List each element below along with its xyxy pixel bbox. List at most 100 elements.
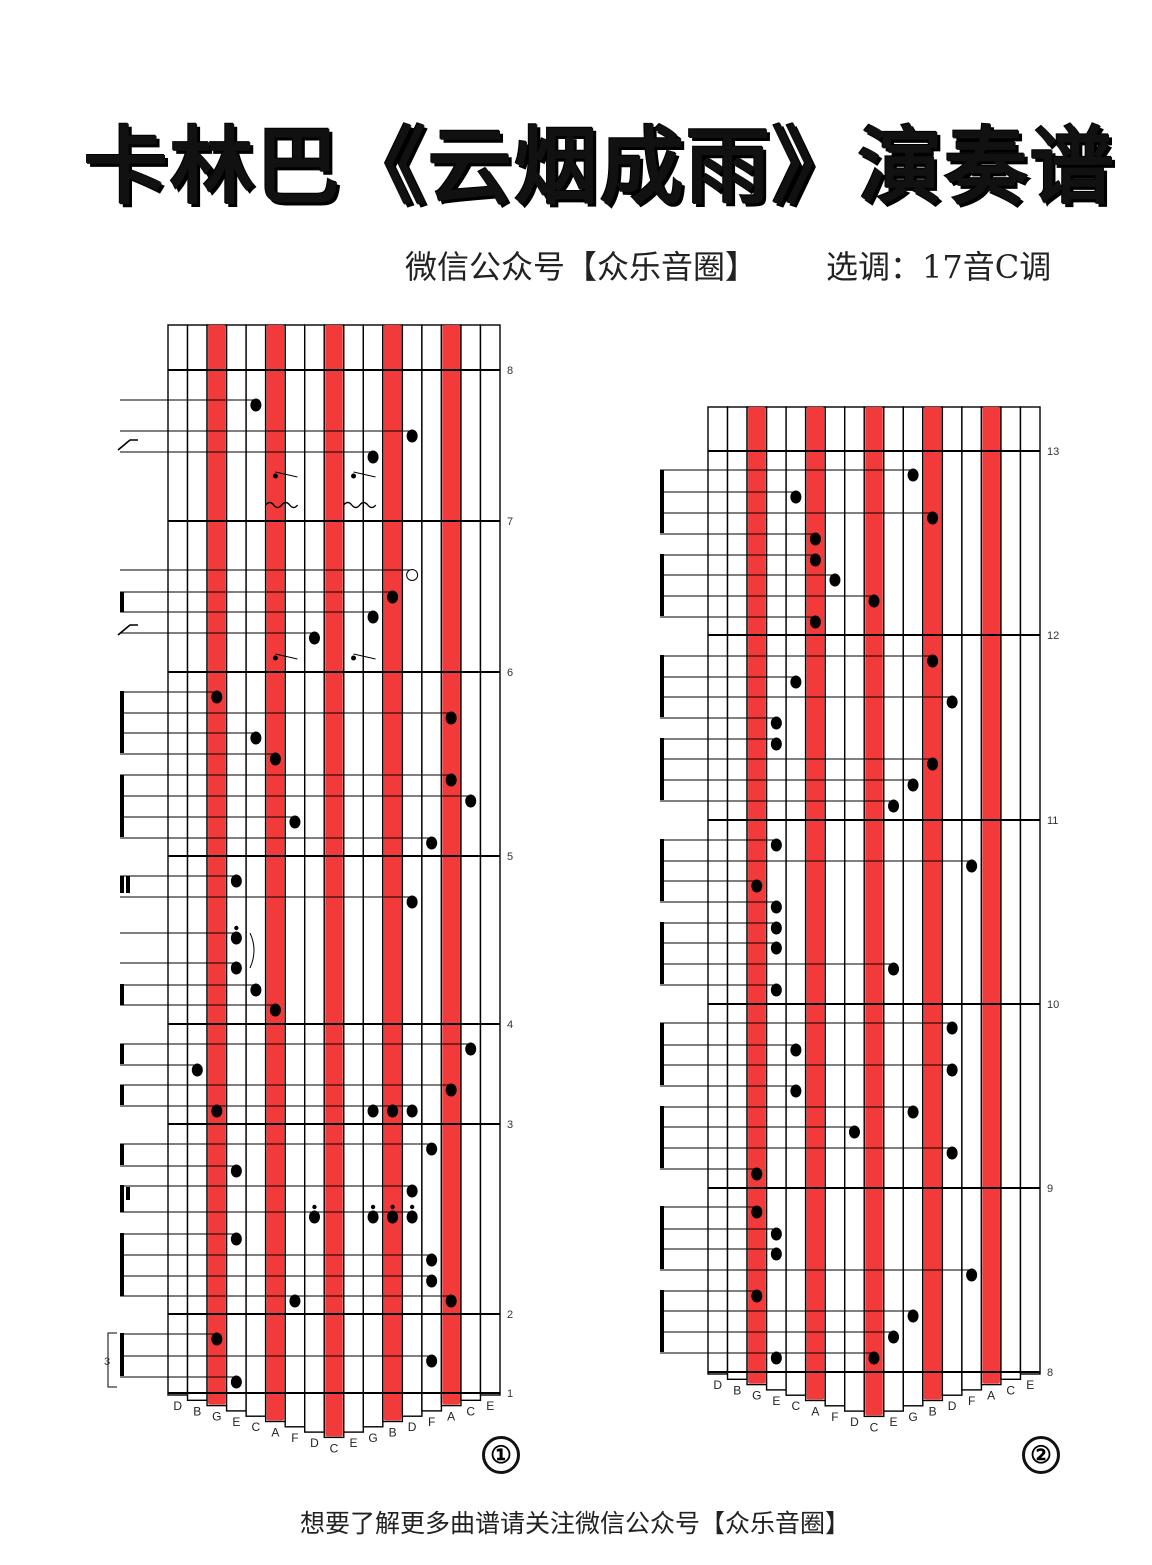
- tine-label: G: [752, 1389, 761, 1403]
- note: [907, 1309, 919, 1323]
- measure-number: 1: [507, 1388, 513, 1400]
- grace-note: [272, 473, 278, 479]
- note: [946, 1021, 958, 1035]
- tine-label: C: [792, 1399, 801, 1413]
- open-note: [406, 569, 419, 581]
- measure-number: 2: [507, 1309, 513, 1321]
- note: [946, 1146, 958, 1160]
- note: [367, 610, 379, 624]
- note: [966, 859, 978, 873]
- note: [946, 1063, 958, 1077]
- tine-label: E: [486, 1399, 494, 1413]
- note: [191, 1063, 203, 1077]
- note: [406, 429, 418, 443]
- tine-label: F: [428, 1415, 435, 1429]
- tine-label: E: [1026, 1378, 1034, 1392]
- note: [809, 532, 821, 546]
- measure-number: 12: [1047, 630, 1059, 642]
- note: [966, 1268, 978, 1282]
- note: [946, 695, 958, 709]
- note: [868, 1351, 880, 1365]
- measure-number: 4: [507, 1019, 513, 1031]
- note: [445, 711, 457, 725]
- tine-label: B: [929, 1405, 937, 1419]
- note: [445, 773, 457, 787]
- tine-label: A: [987, 1389, 995, 1403]
- grace-note: [351, 655, 357, 661]
- note: [426, 1253, 438, 1267]
- vibrato-mark: [343, 501, 377, 509]
- note: [211, 690, 223, 704]
- tine-F: [284, 324, 306, 1428]
- red-tine-B: [383, 325, 402, 1421]
- note: [790, 1043, 802, 1057]
- note: [367, 450, 379, 464]
- tine-label: A: [271, 1426, 279, 1440]
- note: [269, 1003, 281, 1017]
- tine-D: [844, 406, 865, 1412]
- grace-stem: [353, 653, 376, 660]
- tine-E: [1019, 406, 1041, 1375]
- measure-number: 8: [1047, 1367, 1053, 1379]
- note: [790, 490, 802, 504]
- grace-stem: [275, 471, 298, 478]
- note: [907, 468, 919, 482]
- note: [230, 874, 242, 888]
- tine-C: [460, 324, 482, 1402]
- tine-label: E: [772, 1394, 780, 1408]
- note: [751, 1205, 763, 1219]
- note: [230, 961, 242, 975]
- triplet-bracket: [107, 1332, 117, 1388]
- note: [790, 675, 802, 689]
- tine-label: D: [850, 1415, 859, 1429]
- note: [406, 1104, 418, 1118]
- note: [308, 1210, 320, 1224]
- tine-F: [824, 406, 846, 1407]
- tine-label: A: [447, 1410, 455, 1424]
- red-tine-C: [325, 325, 343, 1437]
- note: [465, 794, 477, 808]
- measure-number: 13: [1047, 446, 1059, 458]
- octave-dot: [312, 1204, 317, 1210]
- tine-E: [765, 406, 787, 1391]
- tine-label: C: [252, 1420, 261, 1434]
- note: [406, 895, 418, 909]
- tine-label: D: [408, 1420, 417, 1434]
- tine-label: C: [870, 1420, 879, 1434]
- note: [211, 1104, 223, 1118]
- note: [230, 1232, 242, 1246]
- note: [751, 1289, 763, 1303]
- page-title: 卡林巴《云烟成雨》演奏谱: [83, 118, 1116, 216]
- note: [770, 1227, 782, 1241]
- tine-label: D: [173, 1399, 182, 1413]
- note: [426, 836, 438, 850]
- note: [445, 1083, 457, 1097]
- tine-label: F: [291, 1431, 298, 1445]
- grace-note: [351, 473, 357, 479]
- note: [770, 1247, 782, 1261]
- note: [387, 590, 399, 604]
- red-tine-B: [923, 407, 942, 1400]
- tine-D: [941, 406, 963, 1396]
- note: [426, 1354, 438, 1368]
- grace-stem: [275, 653, 298, 660]
- measure-number: 10: [1047, 999, 1059, 1011]
- red-tine-G: [748, 407, 766, 1384]
- note: [927, 757, 939, 771]
- measure-number: 9: [1047, 1183, 1053, 1195]
- note: [888, 1330, 900, 1344]
- note: [829, 573, 841, 587]
- octave-dot: [409, 1204, 415, 1210]
- source-label: 微信公众号【众乐音圈】: [405, 248, 758, 286]
- note: [868, 594, 880, 608]
- tine-E: [225, 324, 247, 1412]
- note: [888, 962, 900, 976]
- note: [809, 553, 821, 567]
- tine-B: [186, 324, 208, 1402]
- note: [751, 879, 763, 893]
- tine-G: [362, 324, 384, 1428]
- tine-label: A: [811, 1405, 819, 1419]
- tine-label: D: [310, 1436, 319, 1450]
- tine-label: B: [733, 1383, 741, 1397]
